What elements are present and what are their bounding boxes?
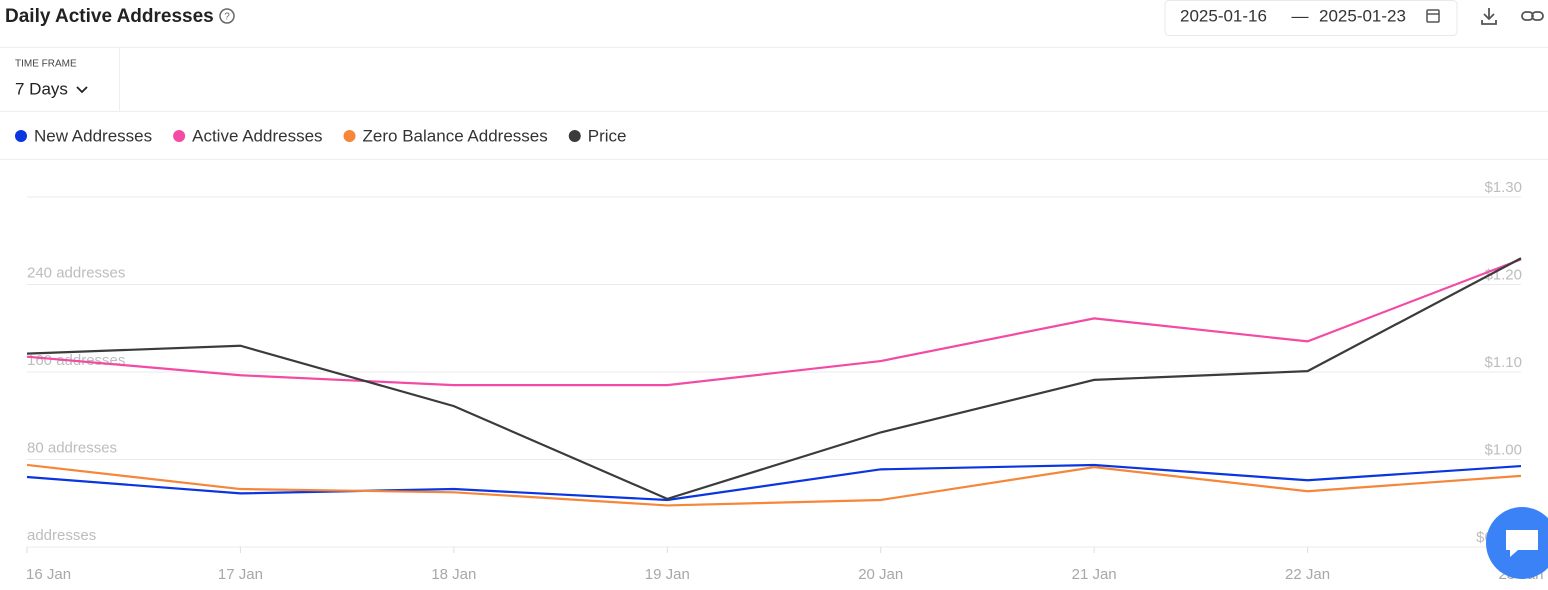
y2-tick-label: $1.00 [1484,441,1522,458]
legend-marker [173,130,186,142]
legend-label: New Addresses [34,126,152,145]
x-tick-label: 22 Jan [1285,566,1330,583]
x-tick-label: 19 Jan [645,566,690,583]
y2-tick-label: $1.30 [1484,179,1522,196]
calendar-icon[interactable] [1426,9,1440,23]
dropdown-arrow[interactable] [76,86,88,94]
time-frame-value[interactable]: 7 Days [15,79,68,98]
download-icon[interactable] [1481,8,1497,25]
y-tick-label: 80 addresses [27,439,117,456]
series-line [26,257,1522,501]
date-range[interactable] [1164,0,1458,36]
legend-marker [568,130,581,142]
legend-label: Price [588,126,627,145]
x-tick-label: 17 Jan [218,566,263,583]
date-to[interactable]: 2025-01-23 [1319,6,1406,25]
time-frame-label: TIME FRAME [15,59,77,70]
x-tick-label: 21 Jan [1072,566,1117,583]
legend: New Addresses Active Addresses Zero Balanc… [15,126,626,145]
y-tick-label: 240 addresses [27,264,125,281]
title: Daily Active Addresses [5,6,214,27]
x-tick-label: 20 Jan [858,566,903,583]
x-tick-label: 18 Jan [431,566,476,583]
chat-button[interactable] [1486,507,1548,579]
legend-marker [343,130,356,142]
series-line [26,463,1522,502]
series-line [26,258,1522,387]
legend-marker [15,130,27,142]
legend-label: Zero Balance Addresses [363,126,548,145]
x-tick-label: 16 Jan [26,566,71,583]
link-icon[interactable] [1521,11,1544,21]
help-icon[interactable]: ? [219,8,235,24]
y-tick-label: addresses [27,527,96,544]
series-line [26,463,1522,507]
legend-label: Active Addresses [192,126,322,145]
svg-text:?: ? [224,12,230,23]
date-from[interactable]: 2025-01-16 [1180,6,1267,25]
y2-tick-label: $1.10 [1484,354,1522,371]
date-sep: — [1292,6,1309,25]
